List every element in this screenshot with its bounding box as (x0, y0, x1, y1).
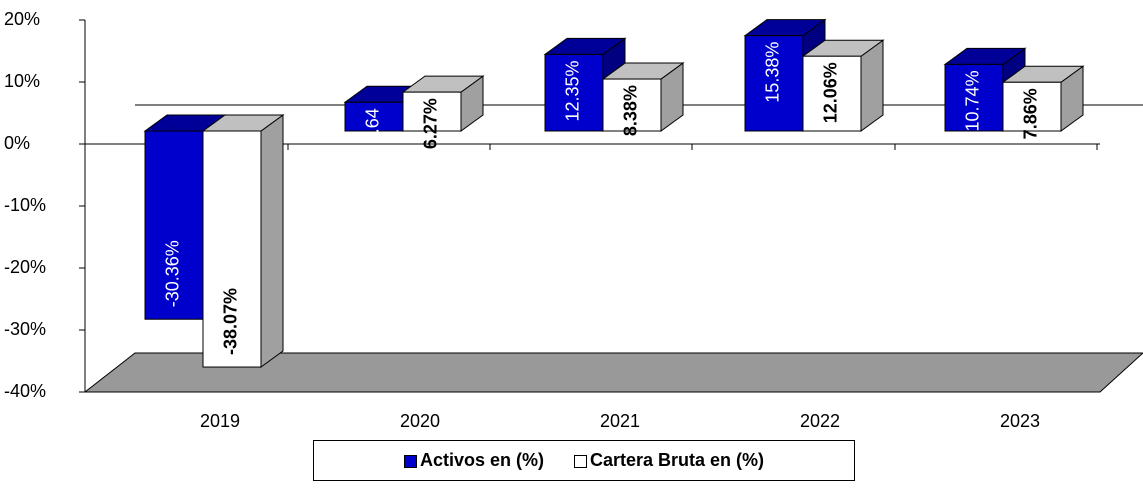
legend-swatch (573, 454, 587, 468)
bar (1002, 81, 1062, 132)
x-tick-label: 2021 (600, 411, 640, 431)
y-tick-label: -10% (4, 195, 46, 215)
data-label: 6.27% (421, 98, 441, 149)
floor (83, 352, 1143, 393)
y-tick-label: 10% (4, 71, 40, 91)
y-tick-label: 20% (4, 9, 40, 29)
y-tick-label: -40% (4, 381, 46, 401)
legend-label: Activos en (%) (419, 450, 544, 470)
chart: -40% -30% -20% -10% 0% 10% 20% 2019 -30.36% -38.0… (4, 9, 1143, 431)
data-label: 15.38% (763, 42, 783, 103)
bar (602, 78, 662, 132)
bar (402, 91, 462, 132)
bar (202, 130, 262, 368)
legend-label: Cartera Bruta en (%) (589, 450, 765, 470)
data-label: 10.74% (963, 70, 983, 131)
legend: Activos en (%) Cartera Bruta en (%) (313, 440, 855, 481)
legend-item: Cartera Bruta en (%) (573, 450, 765, 471)
legend-item: Activos en (%) (403, 450, 544, 471)
legend-swatch (403, 454, 417, 468)
x-tick-label: 2022 (800, 411, 840, 431)
data-label: 12.06% (821, 62, 841, 123)
bar (802, 55, 862, 132)
x-tick-label: 2023 (1000, 411, 1040, 431)
y-tick-label: -20% (4, 257, 46, 277)
data-label: 8.38% (621, 85, 641, 136)
bar (944, 63, 1004, 132)
x-tick-label: 2020 (400, 411, 440, 431)
bar-side (260, 114, 284, 369)
data-label: -38.07% (221, 288, 241, 355)
data-label: 4.64 (363, 108, 383, 143)
x-tick-label: 2019 (200, 411, 240, 431)
data-label: 7.86% (1021, 88, 1041, 139)
data-label: -30.36% (163, 240, 183, 307)
data-label: 12.35% (563, 60, 583, 121)
y-tick-label: 0% (4, 133, 30, 153)
bar (144, 130, 204, 320)
y-tick-label: -30% (4, 319, 46, 339)
